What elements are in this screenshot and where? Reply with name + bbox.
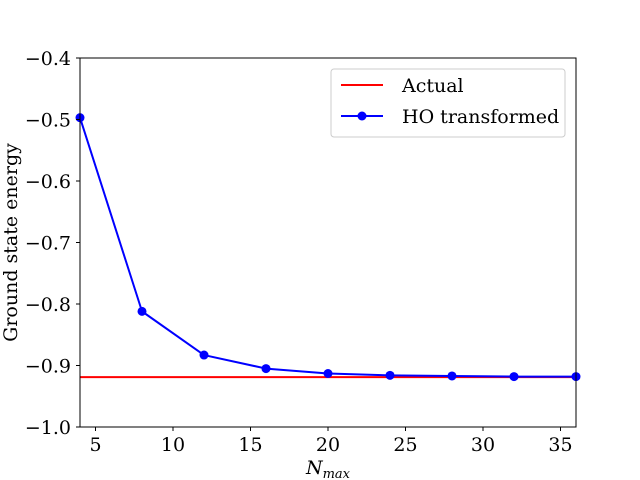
y-tick-label: −1.0	[25, 417, 71, 439]
x-axis-label-main: N	[305, 457, 324, 479]
y-axis-label: Ground state energy	[0, 143, 22, 342]
data-point-ho-transformed	[447, 371, 457, 381]
x-tick-label: 5	[89, 434, 101, 456]
x-tick-label: 35	[548, 434, 572, 456]
legend-box	[330, 68, 566, 138]
x-axis-label: Nmax	[305, 457, 351, 480]
x-tick-label: 25	[393, 434, 417, 456]
x-tick-label: 15	[238, 434, 262, 456]
y-tick-label: −0.8	[25, 294, 71, 316]
y-tick-label: −0.7	[25, 233, 71, 255]
legend-ho-marker	[357, 111, 367, 121]
legend-actual-label: Actual	[401, 75, 464, 97]
y-tick-label: −0.5	[25, 110, 71, 132]
x-tick-label: 20	[316, 434, 340, 456]
x-tick-label: 30	[471, 434, 495, 456]
plot-frame	[79, 57, 577, 428]
data-point-ho-transformed	[261, 364, 271, 374]
data-point-ho-transformed	[137, 306, 147, 316]
y-tick-label: −0.6	[25, 171, 71, 193]
tick-layer: 5 10 15 20 25 30 35 −1.0 −0.9 −0.8 −0.7 −0.6 −0.5 −0.…	[25, 48, 573, 456]
legend-ho-label: HO transformed	[402, 106, 559, 128]
legend: Actual HO transformed	[330, 68, 566, 138]
y-tick-label: −0.4	[25, 48, 71, 70]
y-tick-label: −0.9	[25, 356, 71, 378]
data-point-ho-transformed	[199, 350, 209, 360]
data-point-ho-transformed	[509, 372, 519, 382]
x-axis-label-subscript: max	[323, 467, 351, 480]
x-tick-label: 10	[161, 434, 185, 456]
data-point-ho-transformed	[385, 370, 395, 380]
data-point-ho-transformed	[323, 368, 333, 378]
